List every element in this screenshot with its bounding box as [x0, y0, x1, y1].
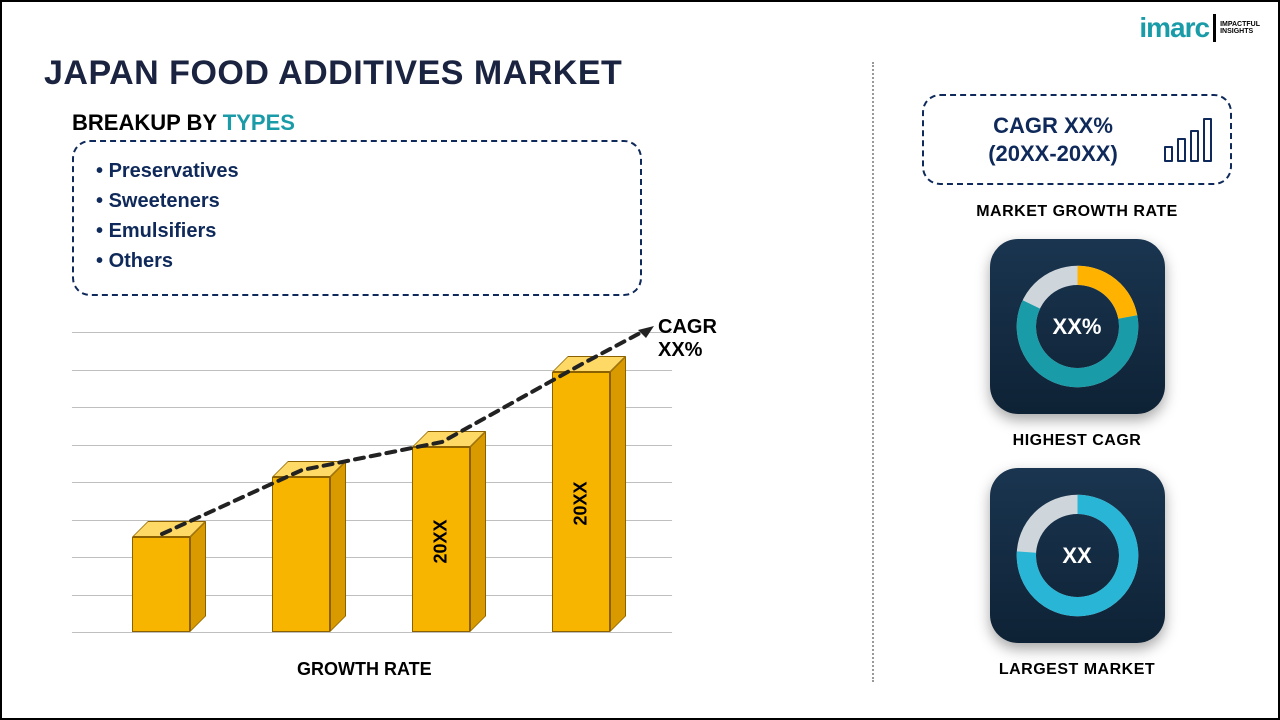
logo-tagline: IMPACTFUL INSIGHTS — [1220, 21, 1260, 35]
vertical-divider — [872, 62, 874, 682]
chart-bar: 20XX — [552, 372, 610, 632]
donut-largest: XX — [1010, 488, 1145, 623]
growth-chart: 20XX20XX CAGR XX% GROWTH RATE — [72, 302, 712, 672]
chart-x-label: GROWTH RATE — [297, 659, 432, 680]
bar-label: 20XX — [431, 519, 452, 563]
types-item: Others — [96, 246, 618, 276]
donut-largest-center: XX — [1062, 543, 1091, 569]
chart-bar — [132, 537, 190, 632]
card-highest-cagr: XX% — [990, 239, 1165, 414]
types-item: Sweeteners — [96, 186, 618, 216]
brand-logo: imarc IMPACTFUL INSIGHTS — [1139, 12, 1260, 44]
types-list: PreservativesSweetenersEmulsifiersOthers — [96, 156, 618, 276]
cagr-box: CAGR XX% (20XX-20XX) — [922, 94, 1232, 185]
label-growth-rate: MARKET GROWTH RATE — [976, 203, 1178, 221]
bar-label: 20XX — [571, 481, 592, 525]
chart-cagr-label: CAGR XX% — [658, 316, 717, 362]
logo-bar-icon — [1213, 14, 1216, 42]
label-highest-cagr: HIGHEST CAGR — [1013, 432, 1142, 450]
mini-bars-icon — [1164, 118, 1212, 162]
types-item: Emulsifiers — [96, 216, 618, 246]
cagr-box-text: CAGR XX% (20XX-20XX) — [942, 112, 1164, 167]
breakup-heading: BREAKUP BY TYPES — [72, 110, 295, 136]
donut-highest: XX% — [1010, 259, 1145, 394]
label-largest-market: LARGEST MARKET — [999, 661, 1155, 679]
types-item: Preservatives — [96, 156, 618, 186]
chart-bar: 20XX — [412, 447, 470, 632]
right-panel: CAGR XX% (20XX-20XX) MARKET GROWTH RATE … — [907, 94, 1247, 679]
donut-highest-center: XX% — [1053, 314, 1102, 340]
logo-text: imarc — [1139, 12, 1209, 44]
types-box: PreservativesSweetenersEmulsifiersOthers — [72, 140, 642, 296]
card-largest-market: XX — [990, 468, 1165, 643]
page-title: JAPAN FOOD ADDITIVES MARKET — [44, 54, 622, 93]
chart-bar — [272, 477, 330, 632]
